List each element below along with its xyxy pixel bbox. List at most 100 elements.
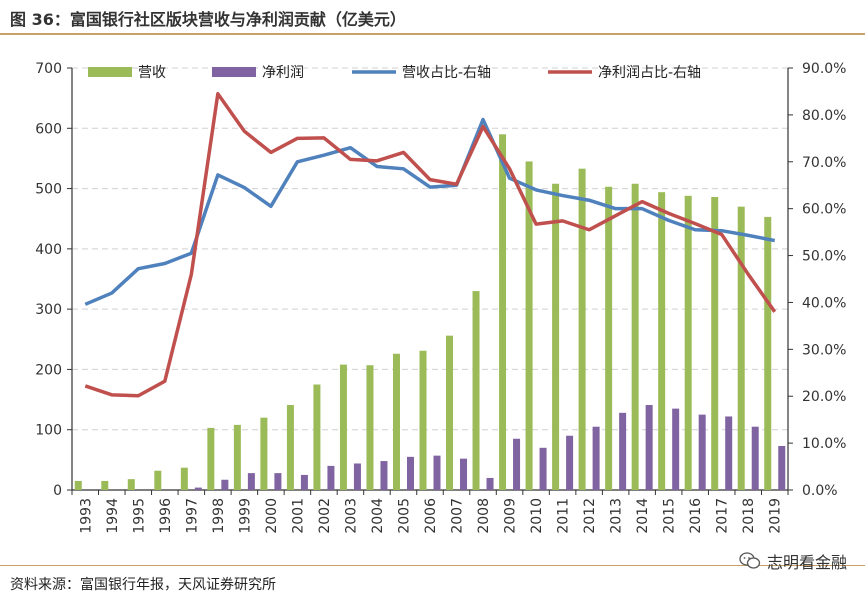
bar-net-income xyxy=(751,426,759,490)
right-axis-tick-label: 40.0% xyxy=(802,295,846,311)
x-axis-tick-label: 1998 xyxy=(211,498,227,534)
bar-revenue xyxy=(684,195,692,490)
bar-revenue xyxy=(472,291,480,490)
bar-net-income xyxy=(778,445,786,490)
x-axis-tick-label: 2013 xyxy=(609,498,625,534)
title-divider xyxy=(0,33,865,35)
x-axis-tick-label: 2017 xyxy=(715,498,731,534)
legend-swatch xyxy=(88,67,132,77)
bar-net-income xyxy=(592,426,600,490)
left-axis-tick-label: 300 xyxy=(35,302,62,318)
bar-net-income xyxy=(274,473,282,490)
bar-revenue xyxy=(499,134,507,491)
bar-net-income xyxy=(672,408,680,490)
right-axis-tick-label: 70.0% xyxy=(802,155,846,171)
bar-revenue xyxy=(313,384,321,490)
bar-net-income xyxy=(486,477,494,490)
bar-net-income xyxy=(406,456,414,490)
bar-net-income xyxy=(247,473,255,490)
x-axis-tick-label: 2004 xyxy=(370,498,386,534)
x-axis-tick-label: 2012 xyxy=(582,498,598,534)
legend-label: 净利润 xyxy=(262,65,304,81)
right-axis-tick-label: 60.0% xyxy=(802,202,846,218)
bar-revenue xyxy=(392,353,400,490)
legend-label: 营收 xyxy=(138,65,166,81)
right-axis-tick-label: 20.0% xyxy=(802,389,846,405)
x-axis-tick-label: 2001 xyxy=(290,498,306,534)
bar-net-income xyxy=(221,479,229,490)
bar-revenue xyxy=(446,335,454,490)
bar-net-income xyxy=(194,487,202,490)
x-axis-tick-label: 1994 xyxy=(105,498,121,534)
right-axis-tick-label: 30.0% xyxy=(802,342,846,358)
bar-revenue xyxy=(260,417,268,490)
left-axis-tick-label: 700 xyxy=(35,61,62,77)
bar-revenue xyxy=(711,197,719,491)
bar-revenue xyxy=(631,183,639,490)
x-axis-tick-label: 2006 xyxy=(423,498,439,534)
x-axis-tick-label: 1996 xyxy=(158,498,174,534)
chart-title: 图 36：富国银行社区版块营收与净利润贡献（亿美元） xyxy=(10,10,406,29)
line-revenue-share xyxy=(84,117,776,306)
watermark-text: 志明看金融 xyxy=(766,553,847,572)
x-axis-tick-label: 1997 xyxy=(184,498,200,534)
bar-revenue xyxy=(578,168,586,491)
bar-revenue xyxy=(74,480,82,490)
bar-revenue xyxy=(127,479,135,490)
bar-revenue xyxy=(207,427,215,490)
bar-revenue xyxy=(233,424,241,490)
x-axis-tick-label: 2016 xyxy=(688,498,704,534)
right-axis-tick-label: 80.0% xyxy=(802,108,846,124)
x-axis-tick-label: 2010 xyxy=(529,498,545,534)
bar-net-income xyxy=(300,474,308,490)
x-axis-tick-label: 2011 xyxy=(556,498,572,534)
bar-net-income xyxy=(353,463,361,490)
bar-net-income xyxy=(619,412,627,490)
bar-revenue xyxy=(339,364,347,490)
bar-revenue xyxy=(154,470,162,490)
watermark: 志明看金融 xyxy=(739,549,847,573)
bar-revenue xyxy=(419,350,427,490)
x-axis-tick-label: 1993 xyxy=(78,498,94,534)
left-axis-tick-label: 0 xyxy=(53,483,62,499)
right-axis-tick-label: 90.0% xyxy=(802,61,846,77)
wechat-icon xyxy=(739,552,761,569)
right-axis-tick-label: 0.0% xyxy=(802,483,838,499)
x-axis-tick-label: 1995 xyxy=(131,498,147,534)
bar-net-income xyxy=(645,404,653,490)
x-axis-tick-label: 2000 xyxy=(264,498,280,534)
x-axis-tick-label: 2005 xyxy=(396,498,412,534)
bar-revenue xyxy=(366,365,374,490)
x-axis-tick-label: 2002 xyxy=(317,498,333,534)
x-axis-tick-label: 1999 xyxy=(237,498,253,534)
bar-net-income xyxy=(566,435,574,490)
bar-revenue xyxy=(764,216,772,491)
left-axis-tick-label: 600 xyxy=(35,121,62,137)
footer-divider xyxy=(0,565,865,566)
left-axis-tick-label: 200 xyxy=(35,362,62,378)
bar-net-income xyxy=(513,438,521,490)
source-note: 资料来源：富国银行年报，天风证券研究所 xyxy=(10,577,276,593)
bar-net-income xyxy=(433,455,441,490)
bar-revenue xyxy=(286,404,294,490)
left-axis-tick-label: 100 xyxy=(35,423,62,439)
left-axis-tick-label: 400 xyxy=(35,242,62,258)
bar-revenue xyxy=(552,183,560,490)
right-axis-tick-label: 50.0% xyxy=(802,249,846,265)
bar-revenue xyxy=(605,186,613,490)
x-axis-tick-label: 2008 xyxy=(476,498,492,534)
x-axis-tick-label: 2007 xyxy=(450,498,466,534)
legend-label: 净利润占比-右轴 xyxy=(598,65,701,81)
x-axis-tick-label: 2003 xyxy=(343,498,359,534)
x-axis-tick-label: 2018 xyxy=(741,498,757,534)
x-axis-tick-label: 2014 xyxy=(635,498,651,534)
bar-net-income xyxy=(460,458,468,490)
bar-net-income xyxy=(725,416,733,490)
bar-net-income xyxy=(539,447,547,490)
bar-revenue xyxy=(101,480,109,490)
bar-revenue xyxy=(658,192,666,490)
bar-net-income xyxy=(698,414,706,490)
legend-label: 营收占比-右轴 xyxy=(402,65,491,81)
bar-revenue xyxy=(737,206,745,490)
bar-net-income xyxy=(380,461,388,490)
